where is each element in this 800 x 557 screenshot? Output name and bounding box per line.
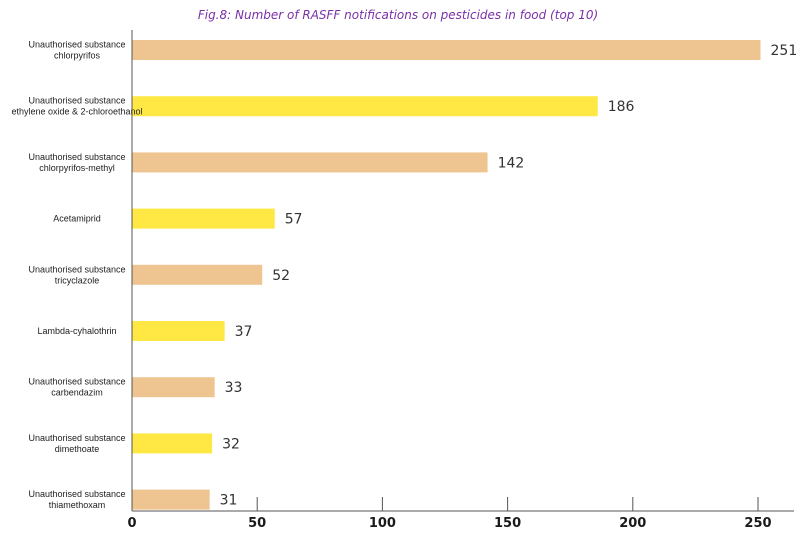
bar <box>132 264 263 285</box>
x-tick-label: 250 <box>744 516 771 531</box>
bar <box>132 433 213 454</box>
bar <box>132 321 225 341</box>
data-label: 31 <box>220 493 238 509</box>
x-tick-label: 50 <box>248 516 266 531</box>
data-label: 32 <box>222 436 240 452</box>
bar <box>132 152 488 173</box>
data-label: 251 <box>771 43 798 59</box>
x-tick-label: 150 <box>494 516 521 531</box>
data-label: 52 <box>272 268 290 284</box>
x-axis: 0 50 100 150 200 250 <box>127 30 794 531</box>
category-label: Unauthorised substance tricyclazole <box>28 264 125 285</box>
category-label: Unauthorised substance thiamethoxam <box>28 489 125 510</box>
category-label: Unauthorised substance ethylene oxide & 2… <box>11 96 142 117</box>
bar <box>132 489 210 510</box>
category-label: Unauthorised substance chlorpyrifos-methy… <box>28 152 125 173</box>
data-label: 33 <box>225 380 243 396</box>
x-tick-label: 0 <box>127 516 136 531</box>
category-label: Acetamiprid <box>53 214 101 224</box>
x-tick-label: 200 <box>619 516 646 531</box>
bar <box>132 377 215 398</box>
category-label: Unauthorised substance chlorpyrifos <box>28 40 125 61</box>
category-label: Unauthorised substance dimethoate <box>28 433 125 454</box>
data-label: 37 <box>235 324 253 340</box>
bar <box>132 96 598 117</box>
chart-title: Fig.8: Number of RASFF notifications on … <box>198 8 598 22</box>
data-label: 186 <box>608 99 635 115</box>
data-label: 142 <box>498 155 525 171</box>
bar <box>132 208 275 229</box>
bar <box>132 40 761 60</box>
category-label: Unauthorised substance carbendazim <box>28 377 125 398</box>
data-label: 57 <box>285 212 303 228</box>
bars: 251 Unauthorised substance chlorpyrifos 186… <box>11 40 797 511</box>
x-tick-label: 100 <box>369 516 396 531</box>
category-label: Lambda-cyhalothrin <box>37 326 116 336</box>
